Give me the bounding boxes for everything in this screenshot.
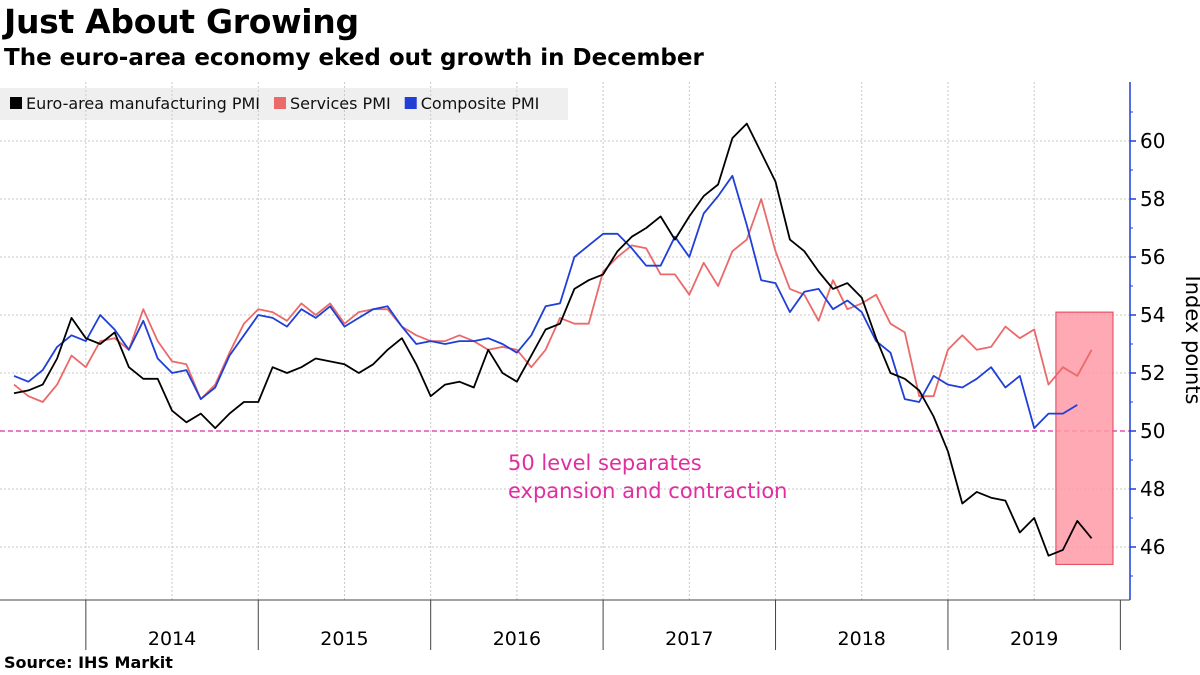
source-note: Source: IHS Markit (4, 653, 173, 672)
x-year-label: 2016 (493, 628, 541, 650)
y-tick-labels: 46 48 50 52 54 56 58 60 (1140, 129, 1165, 559)
chart-title: Just About Growing (4, 2, 359, 41)
x-year-label: 2014 (148, 628, 196, 650)
legend-label: Euro-area manufacturing PMI (26, 94, 260, 113)
series-line-1 (13, 198, 1093, 403)
y-tick-label: 58 (1140, 187, 1165, 211)
x-year-labels: 2014 2015 2016 2017 2018 2019 (148, 628, 1058, 650)
highlight-box (1055, 311, 1114, 565)
annotation-line: expansion and contraction (508, 479, 788, 503)
y-tick-label: 60 (1140, 129, 1165, 153)
y-tick-label: 50 (1140, 419, 1165, 443)
legend-label: Composite PMI (421, 94, 540, 113)
x-year-label: 2015 (320, 628, 368, 650)
chart-subtitle: The euro-area economy eked out growth in… (4, 45, 704, 71)
legend-swatch (274, 97, 286, 109)
y-tick-label: 56 (1140, 245, 1165, 269)
y-axis-label: Index points (1181, 276, 1200, 405)
y-tick-label: 48 (1140, 477, 1165, 501)
series-line-0 (13, 122, 1093, 557)
annotation: 50 level separates expansion and contract… (508, 451, 788, 503)
highlight-group (1055, 311, 1114, 565)
series-group (13, 122, 1093, 557)
x-year-label: 2017 (665, 628, 713, 650)
annotation-line: 50 level separates (508, 451, 702, 475)
y-tick-label: 52 (1140, 361, 1165, 385)
legend-label: Services PMI (290, 94, 391, 113)
axes (0, 82, 1136, 650)
y-tick-label: 46 (1140, 535, 1165, 559)
y-tick-label: 54 (1140, 303, 1165, 327)
legend-swatch (10, 97, 22, 109)
x-year-label: 2018 (838, 628, 886, 650)
gridlines (0, 82, 1130, 600)
legend: Euro-area manufacturing PMI Services PMI C… (10, 94, 539, 113)
legend-swatch (404, 97, 417, 109)
series-line-2 (13, 174, 1078, 430)
x-year-label: 2019 (1010, 628, 1058, 650)
